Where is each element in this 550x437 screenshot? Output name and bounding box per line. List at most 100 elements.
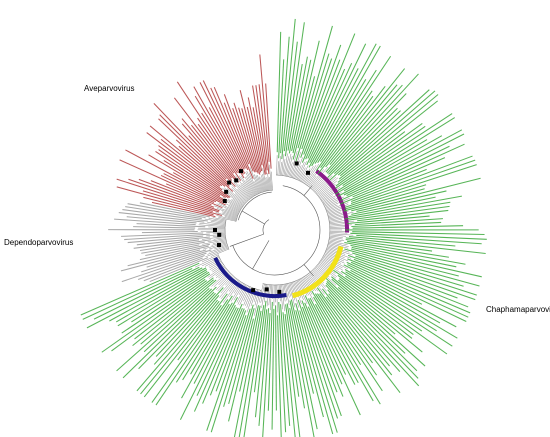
tip-branch <box>320 189 334 199</box>
tip-label <box>326 73 419 174</box>
tip-branch <box>276 155 278 176</box>
tip-label <box>344 269 441 324</box>
tip-branch <box>329 219 343 222</box>
tip-label <box>149 125 223 187</box>
tip-branch <box>325 197 350 209</box>
tip-label <box>254 309 268 418</box>
tip-label <box>209 308 245 396</box>
tip-label <box>181 123 233 181</box>
tip-branch <box>278 156 281 176</box>
tip-branch <box>249 166 261 193</box>
clade-arc <box>224 219 230 250</box>
tip-label <box>315 90 373 172</box>
tip-label <box>355 255 477 296</box>
node-marker <box>277 289 282 294</box>
tip-branch <box>329 220 355 225</box>
tip-label <box>160 174 217 203</box>
node-markers <box>213 161 310 294</box>
tip-label <box>329 84 398 166</box>
yellow-clade-arc <box>291 245 344 299</box>
tip-branch <box>321 258 339 270</box>
tip-label <box>175 295 233 383</box>
tip-branch <box>327 209 342 215</box>
tip-branch <box>271 171 273 191</box>
tip-label <box>139 202 210 218</box>
tip-branch <box>302 277 313 295</box>
tip-label <box>179 307 237 420</box>
tip-branch <box>298 167 306 181</box>
tip-label <box>345 238 433 252</box>
tip-label <box>149 257 209 283</box>
tip-branch <box>281 284 285 312</box>
tip-label <box>353 258 458 299</box>
tip-label <box>158 145 231 198</box>
tip-label <box>337 117 455 192</box>
tip-branch <box>202 239 226 245</box>
tip-label <box>196 307 239 396</box>
tip-label <box>267 301 273 411</box>
tip-branch <box>245 180 255 196</box>
tip-branch <box>293 160 300 179</box>
internal-branch <box>229 233 264 247</box>
tip-label <box>271 308 275 430</box>
tip-branch <box>287 155 293 177</box>
tip-branch <box>297 161 307 181</box>
tip-branch <box>262 168 268 191</box>
tip-label <box>351 177 481 212</box>
tip-label <box>289 300 318 430</box>
tip-branch <box>288 162 293 177</box>
tip-label <box>314 303 359 384</box>
tip-label <box>301 306 342 417</box>
tip-label <box>334 139 428 195</box>
node-marker <box>294 161 299 166</box>
tip-label <box>146 132 223 191</box>
tip-branch <box>227 188 245 204</box>
tip-label <box>331 278 396 335</box>
tip-branch <box>286 153 292 177</box>
tip-label <box>289 307 315 437</box>
tip-branch <box>319 262 336 274</box>
tip-branch <box>314 175 333 193</box>
tip-branch <box>326 250 345 258</box>
clade-highlight-arcs <box>213 169 350 299</box>
tip-label <box>191 124 238 183</box>
tip-branch <box>325 252 345 262</box>
tip-label <box>150 180 212 206</box>
tip-branch <box>207 246 229 255</box>
tip-branch <box>329 220 346 223</box>
tip-label <box>300 44 342 158</box>
tip-label <box>309 297 356 385</box>
tip-branch <box>254 181 260 194</box>
tip-branch <box>288 283 296 308</box>
dependoparvovirus-label: Dependoparvovirus <box>4 238 74 247</box>
tip-branch <box>207 238 226 242</box>
tip-branch <box>210 221 226 224</box>
tip-branch <box>212 217 227 221</box>
tip-branch <box>228 181 248 202</box>
tip-branch <box>207 222 226 225</box>
tip-label <box>136 236 210 246</box>
tip-label <box>141 249 212 273</box>
node-marker <box>217 232 222 237</box>
tip-branch <box>231 186 247 202</box>
tip-label <box>304 295 361 416</box>
tip-label <box>301 33 356 163</box>
tip-branch <box>326 247 346 255</box>
tip-label <box>346 145 450 197</box>
tip-branch <box>327 211 341 216</box>
tip-label <box>127 203 206 219</box>
tip-label <box>252 107 266 175</box>
tip-label <box>202 80 246 169</box>
tip-label <box>356 234 482 245</box>
tip-label <box>351 246 482 278</box>
tip-branch <box>269 177 271 191</box>
tip-label <box>153 287 224 365</box>
tip-branch <box>329 237 343 240</box>
tip-label <box>326 280 418 372</box>
tip-label <box>239 90 262 173</box>
tip-label <box>307 298 347 375</box>
tip-branch <box>290 164 296 178</box>
tip-label <box>325 278 406 354</box>
tip-branch <box>258 176 264 192</box>
tip-label <box>202 307 243 404</box>
